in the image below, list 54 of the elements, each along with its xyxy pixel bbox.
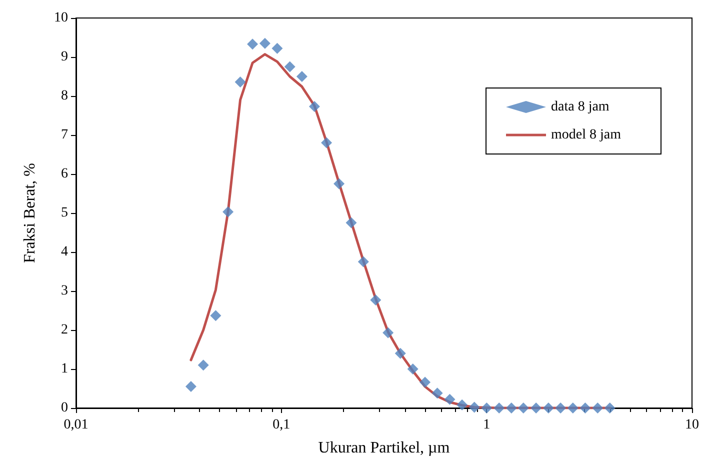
point [222,206,234,218]
point [567,402,578,414]
y-tick-label: 1 [61,362,68,376]
point [185,381,196,392]
point [444,394,456,405]
point [580,402,591,414]
point [456,399,468,410]
point [432,388,443,399]
point [555,402,566,414]
x-tick-label: 0,01 [64,418,88,432]
x-tick-label: 0,1 [272,418,290,432]
x-tick-label: 10 [685,418,699,432]
point [334,178,345,190]
point [592,402,604,414]
point [210,310,222,322]
point [407,364,418,374]
y-tick-label: 10 [54,10,68,26]
point [506,402,517,414]
point [234,76,246,88]
y-axis-title: Fraksi Berat, % [22,163,38,263]
point [346,217,357,228]
point [259,38,270,49]
point [382,327,394,338]
point [394,348,406,359]
point [272,42,283,54]
point [321,137,332,148]
y-tick-label: 0 [61,400,68,416]
point [530,402,542,414]
y-tick-label: 9 [61,50,68,64]
legend-label: model 8 jam [551,128,622,142]
point [542,402,554,414]
y-tick-label: 7 [61,128,68,142]
point [284,61,296,72]
y-tick-label: 3 [61,284,68,298]
point [481,402,492,414]
y-tick-label: 5 [61,206,68,220]
y-tick-label: 2 [61,322,68,338]
point [420,376,431,388]
point [604,402,616,414]
point [358,256,369,268]
legend-label: data 8 jam [551,100,610,114]
point [494,402,505,414]
y-tick-label: 6 [61,166,68,182]
point [308,101,320,112]
y-tick-label: 4 [61,244,68,260]
point [296,71,308,82]
y-tick-label: 8 [61,88,68,104]
x-axis-title: Ukuran Partikel, µm [318,440,450,456]
point [198,360,209,371]
point [370,294,382,306]
point [247,38,258,50]
point [518,402,529,414]
point [468,402,480,413]
x-tick-label: 1 [483,418,490,432]
